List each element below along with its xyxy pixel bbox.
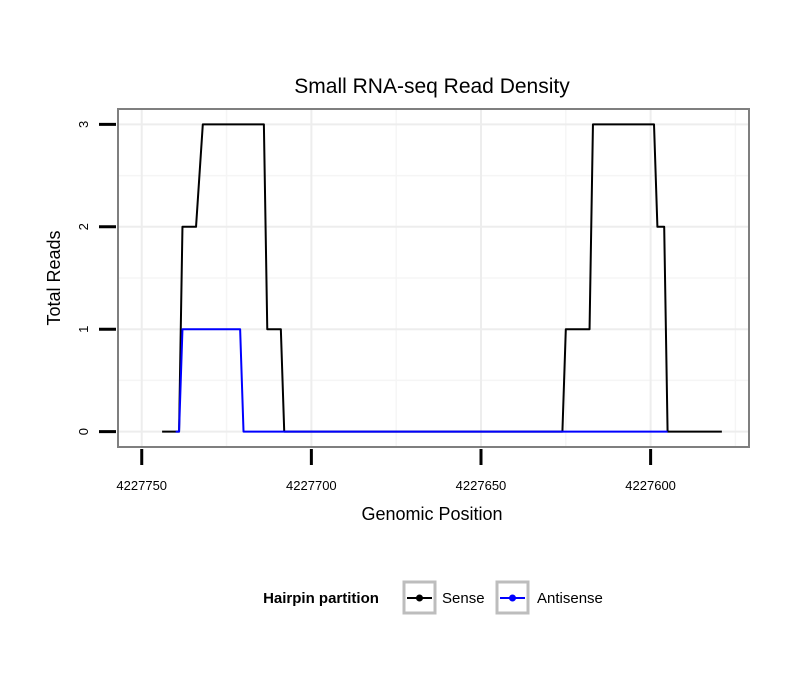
x-axis-label: Genomic Position	[361, 504, 502, 524]
x-tick-label: 4227700	[286, 478, 337, 493]
legend: Hairpin partition Sense Antisense	[263, 580, 603, 615]
legend-key-sense-dot	[416, 594, 423, 602]
x-tick-label: 4227650	[456, 478, 507, 493]
legend-title: Hairpin partition	[263, 590, 379, 607]
legend-label-sense: Sense	[442, 590, 485, 607]
legend-item-antisense: Antisense	[495, 580, 603, 615]
plot-panel-border	[117, 108, 750, 448]
legend-label-antisense: Antisense	[537, 590, 603, 607]
x-axis: 4227750 4227700 4227650 4227600	[116, 449, 676, 493]
series-line-antisense	[175, 328, 668, 433]
legend-item-sense: Sense	[402, 580, 485, 615]
x-tick-label: 4227600	[625, 478, 676, 493]
series-layer	[162, 123, 722, 433]
chart-title: Small RNA-seq Read Density	[294, 75, 570, 98]
y-tick-label: 0	[76, 428, 91, 435]
legend-key-antisense-dot	[509, 594, 516, 602]
y-tick-label: 2	[76, 223, 91, 230]
x-tick-label: 4227750	[116, 478, 167, 493]
y-tick-label: 1	[76, 326, 91, 333]
y-tick-label: 3	[76, 121, 91, 128]
y-axis: 0 1 2 3	[76, 121, 116, 435]
y-axis-label: Total Reads	[44, 230, 64, 325]
grid-minor	[118, 109, 749, 447]
